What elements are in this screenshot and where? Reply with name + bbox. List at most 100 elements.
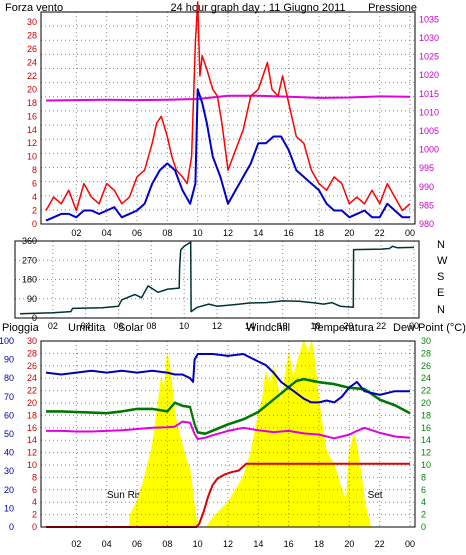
rain-y-tick-label: 0 [32,522,37,532]
pressure-y-tick-label: 980 [419,219,434,229]
wind-gust-line [45,1,411,212]
direction-panel-x-tick-label: 12 [212,321,222,331]
humidity-y-tick-label: 90 [4,355,14,365]
direction-label-w: W [437,255,448,267]
wind-panel-x-tick-label: 16 [284,228,294,238]
chart-marks: 0246810121416182022242628309809859909951… [0,1,439,549]
weather-panel-frame [40,340,416,528]
direction-panel-x-tick-label: 06 [113,321,123,331]
weather-panel-x-tick-label: 10 [193,539,203,549]
wind-y-tick-label: 0 [32,219,37,229]
direction-label-n-top: N [437,239,445,251]
wind-y-tick-label: 30 [27,17,37,27]
rain-y-tick-label: 22 [27,386,37,396]
temperature-y-tick-label: 18 [421,410,431,420]
wind-y-tick-label: 8 [32,165,37,175]
weather-panel-x-tick-label: 22 [375,539,385,549]
temperature-label: Temperatura [312,322,375,334]
humidity-y-tick-label: 0 [9,522,14,532]
direction-y-tick-label: 180 [22,275,37,285]
pressure-line [45,94,411,102]
wind-average-line [45,88,410,222]
humidity-y-tick-label: 100 [0,336,14,346]
pressure-y-tick-label: 1020 [419,70,439,80]
rain-y-tick-label: 4 [32,497,37,507]
wind-panel-x-tick-label: 12 [223,228,233,238]
humidity-line [45,353,410,404]
top-left-axis-label: Forza vento [5,2,63,14]
direction-panel-x-tick-label: 04 [81,321,91,331]
temperature-y-tick-label: 30 [421,336,431,346]
rain-y-tick-label: 30 [27,336,37,346]
wind-y-tick-label: 10 [27,152,37,162]
wind-panel-x-tick-label: 04 [102,228,112,238]
wind-y-tick-label: 12 [27,138,37,148]
pressure-y-tick-label: 990 [419,182,434,192]
temperature-y-tick-label: 2 [421,510,426,520]
direction-panel-x-tick-label: 18 [310,321,320,331]
wind-y-tick-label: 4 [32,192,37,202]
humidity-label: Umidita [68,322,106,334]
temperature-y-tick-label: 10 [421,460,431,470]
humidity-y-tick-label: 70 [4,392,14,402]
temperature-y-tick-label: 12 [421,448,431,458]
rain-y-tick-label: 28 [27,348,37,358]
humidity-y-tick-label: 60 [4,410,14,420]
wind-y-tick-label: 28 [27,31,37,41]
direction-y-tick-label: 270 [22,255,37,265]
wind-y-tick-label: 16 [27,111,37,121]
wind-y-tick-label: 22 [27,71,37,81]
temperature-y-tick-label: 28 [421,348,431,358]
direction-label-s: S [437,271,444,283]
humidity-y-tick-label: 40 [4,448,14,458]
rain-y-tick-label: 6 [32,485,37,495]
direction-panel-x-tick-label: 16 [278,321,288,331]
wind-y-tick-label: 24 [27,57,37,67]
wind-direction-line [19,241,415,315]
weather-panel-x-tick-label: 06 [132,539,142,549]
weather-panel-x-tick-label: 16 [284,539,294,549]
humidity-y-tick-label: 80 [4,373,14,383]
humidity-y-tick-label: 30 [4,466,14,476]
wind-y-tick-label: 20 [27,84,37,94]
dewpoint-label: Dew Point (°C) [393,322,466,334]
pressure-y-tick-label: 1000 [419,145,439,155]
rain-line [46,462,410,528]
temperature-y-tick-label: 16 [421,423,431,433]
pressure-y-tick-label: 1005 [419,126,439,136]
direction-panel-x-tick-label: 22 [376,321,386,331]
rain-y-tick-label: 14 [27,435,37,445]
rain-y-tick-label: 2 [32,510,37,520]
direction-y-tick-label: 360 [22,236,37,246]
rain-label: Pioggia [2,322,40,334]
temperature-y-tick-label: 20 [421,398,431,408]
direction-panel-x-tick-label: 08 [146,321,156,331]
temperature-y-tick-label: 6 [421,485,426,495]
wind-panel-x-tick-label: 02 [71,228,81,238]
temperature-y-tick-label: 0 [421,522,426,532]
temperature-y-tick-label: 4 [421,497,426,507]
pressure-y-tick-label: 1025 [419,52,439,62]
rain-y-tick-label: 18 [27,410,37,420]
dewpoint-line [46,420,411,440]
rain-y-tick-label: 10 [27,460,37,470]
weather-panel-x-tick-label: 02 [71,539,81,549]
temperature-y-tick-label: 24 [421,373,431,383]
weather-panel-x-tick-label: 12 [223,539,233,549]
humidity-y-tick-label: 10 [4,503,14,513]
rain-y-tick-label: 24 [27,373,37,383]
windchill-label: Windchill [246,322,290,334]
direction-label-n-bottom: N [437,304,445,316]
rain-y-tick-label: 12 [27,448,37,458]
temperature-line [46,377,411,435]
temperature-y-tick-label: 26 [421,361,431,371]
sunset-label: Sun Set [347,490,383,501]
direction-panel-x-tick-label: 00 [409,321,419,331]
humidity-y-tick-label: 20 [4,485,14,495]
pressure-y-tick-label: 985 [419,200,434,210]
humidity-y-tick-label: 50 [4,429,14,439]
pressure-y-tick-label: 1010 [419,107,439,117]
temperature-y-tick-label: 14 [421,435,431,445]
